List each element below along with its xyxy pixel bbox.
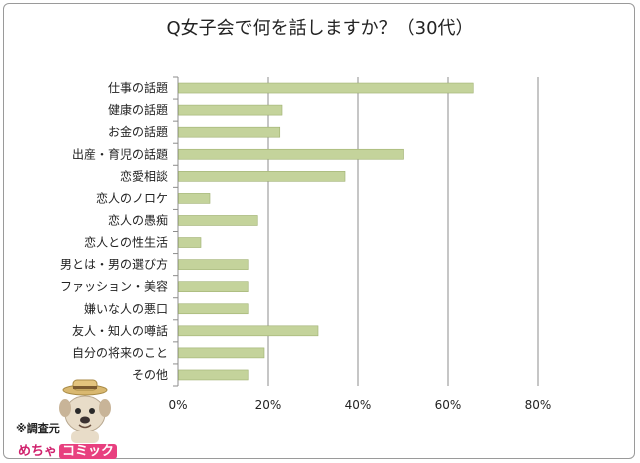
brand-logo: めちゃ コミック: [18, 440, 118, 459]
chart-title: Q女子会で何を話しますか？（30代）: [166, 18, 474, 39]
bar: [178, 193, 211, 204]
bar: [178, 82, 474, 94]
category-label: 嫌いな人の悪口: [84, 302, 168, 316]
category-label: 男とは・男の選び方: [60, 257, 168, 272]
bar: [178, 148, 404, 160]
bar: [178, 215, 258, 226]
bar: [178, 104, 283, 116]
category-label: その他: [132, 368, 168, 382]
category-label: 恋愛相談: [120, 168, 168, 183]
bar: [178, 126, 281, 138]
bar: [178, 369, 249, 381]
category-label: 健康の話題: [108, 102, 168, 117]
category-label: 恋人の愚痴: [108, 212, 168, 227]
x-tick-label: 60%: [435, 398, 462, 412]
category-label: 恋人との性生活: [84, 235, 168, 250]
category-label: 出産・育児の話題: [72, 146, 168, 161]
category-label: 恋人のノロケ: [96, 190, 168, 205]
dog-mascot-icon: [59, 379, 111, 443]
bar: [178, 171, 346, 182]
chart-frame: [3, 3, 635, 459]
brand-logo-part1: めちゃ: [18, 444, 58, 459]
category-label: ファッション・美容: [60, 279, 168, 294]
x-tick-label: 80%: [525, 398, 552, 412]
category-label: 自分の将来のこと: [72, 346, 168, 360]
category-label: 仕事の話題: [108, 80, 168, 95]
bar: [178, 347, 265, 359]
category-label: お金の話題: [108, 124, 168, 139]
bar: [178, 259, 249, 270]
category-label: 友人・知人の噂話: [72, 323, 168, 338]
survey-source-label: ※調査元: [16, 422, 60, 435]
x-tick-label: 20%: [255, 398, 282, 412]
x-tick-label: 0%: [168, 398, 187, 412]
bar: [178, 281, 249, 292]
bar: [178, 237, 202, 248]
bar: [178, 325, 319, 337]
brand-logo-part2: コミック: [59, 444, 118, 459]
x-tick-label: 40%: [345, 398, 372, 412]
bar: [178, 303, 249, 315]
